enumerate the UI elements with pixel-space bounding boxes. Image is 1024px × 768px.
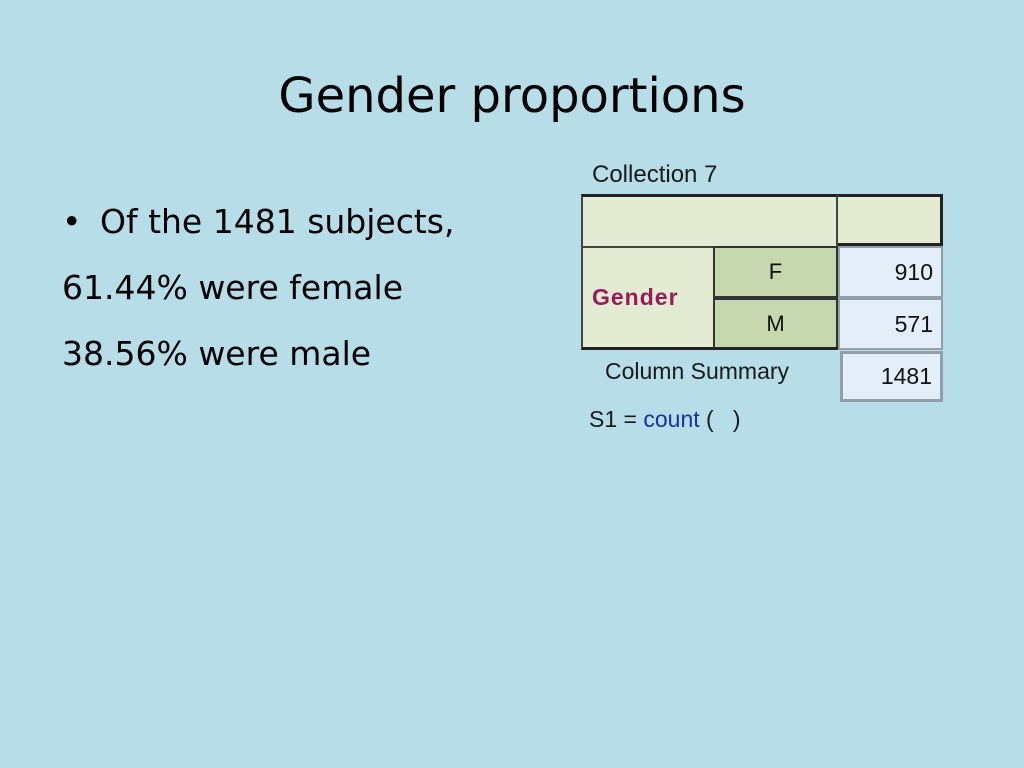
bullet-text: Of the 1481 subjects, (100, 202, 455, 241)
value-cell-m[interactable]: 571 (838, 298, 943, 350)
summary-formula[interactable]: S1 = count ( ) (589, 406, 741, 433)
collection-caption: Collection 7 (592, 161, 718, 188)
formula-args: ( ) (706, 406, 741, 432)
male-percent-line: 38.56% were male (62, 334, 372, 373)
gender-attribute-label: Gender (592, 284, 679, 310)
row-group-cell: Gender (581, 246, 713, 350)
bullet-item: • Of the 1481 subjects, (62, 189, 455, 255)
column-summary-value[interactable]: 1481 (840, 351, 943, 402)
table-header-left (581, 194, 838, 246)
table-header-right (838, 194, 943, 246)
formula-prefix: S1 = (589, 406, 637, 432)
slide-title: Gender proportions (278, 68, 746, 124)
category-cell-f: F (713, 246, 838, 298)
female-percent-line: 61.44% were female (62, 268, 404, 307)
bullet-icon: • (62, 202, 82, 241)
column-summary-label: Column Summary (605, 358, 790, 384)
category-cell-m: M (713, 298, 838, 350)
value-cell-f[interactable]: 910 (838, 246, 943, 298)
formula-function: count (643, 406, 700, 432)
slide-body: • Of the 1481 subjects, 61.44% were fema… (62, 189, 455, 387)
